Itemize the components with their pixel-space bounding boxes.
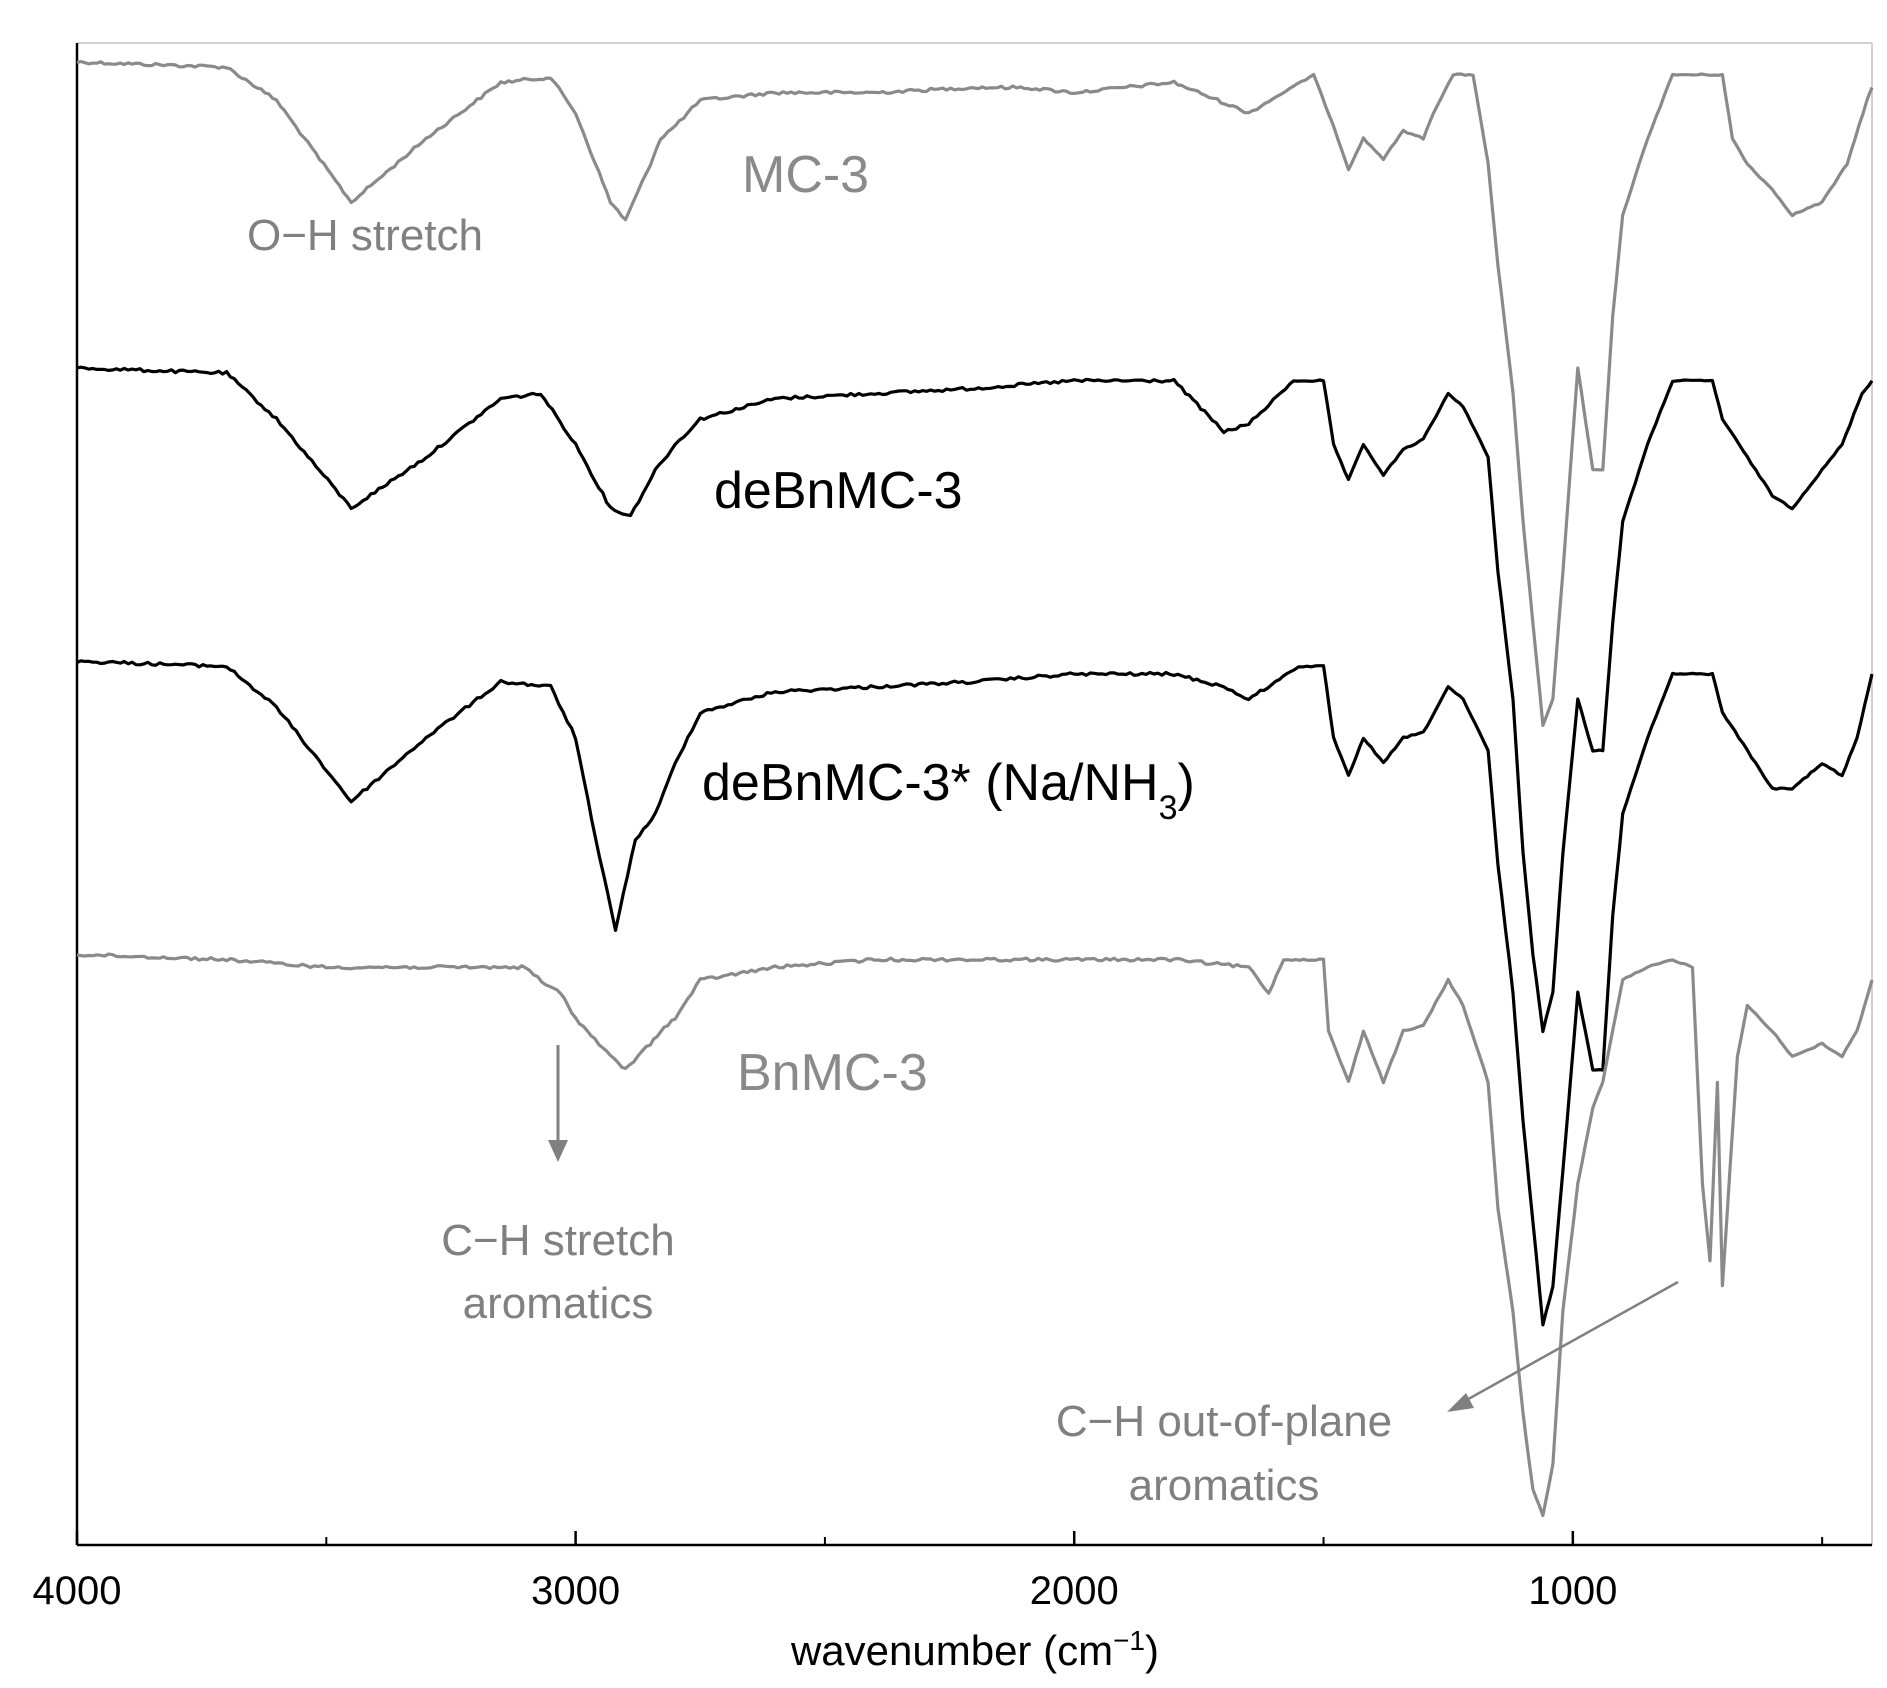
x-tick-label-2000: 2000	[1030, 1569, 1119, 1613]
series-line-3	[76, 952, 1874, 1518]
annotation-ch-oop-arrow-shaft	[1462, 1280, 1679, 1404]
series-label-debnmc3-star-main: deBnMC-3* (Na/NH	[702, 754, 1159, 812]
annotation-ch-stretch-arrowhead	[548, 1140, 568, 1162]
series-label-debnmc3-star-close: )	[1178, 754, 1195, 812]
x-axis-label: wavenumber (cm−1)	[790, 1625, 1159, 1675]
series-line-2	[76, 659, 1874, 1327]
x-axis-ticks	[75, 1531, 1824, 1545]
series-label-bnmc3: BnMC-3	[737, 1044, 928, 1102]
series-label-debnmc3-star-sub: 3	[1159, 789, 1178, 827]
annotation-ch-stretch: C−H stretch aromatics	[441, 1045, 675, 1328]
x-tick-label-3000: 3000	[531, 1569, 620, 1613]
series-label-debnmc3-star: deBnMC-3* (Na/NH3)	[702, 754, 1195, 827]
annotation-ch-stretch-line1: C−H stretch	[441, 1216, 675, 1265]
spectra-series	[76, 59, 1874, 1518]
x-axis-label-sup: −1	[1113, 1625, 1145, 1656]
x-tick-label-4000: 4000	[33, 1569, 122, 1613]
series-line-0	[76, 59, 1874, 727]
x-axis-label-close: )	[1145, 1627, 1159, 1674]
series-label-mc3: MC-3	[742, 146, 869, 204]
series-line-1	[76, 365, 1874, 1034]
x-axis-tick-labels: 4000 3000 2000 1000	[33, 1569, 1618, 1613]
annotation-ch-oop-line1: C−H out-of-plane	[1056, 1397, 1392, 1446]
annotation-oh-stretch: O−H stretch	[247, 211, 483, 260]
annotation-ch-stretch-line2: aromatics	[463, 1279, 654, 1328]
series-label-debnmc3: deBnMC-3	[714, 462, 963, 520]
annotation-ch-oop-arrowhead	[1447, 1393, 1474, 1412]
x-axis-label-main: wavenumber (cm	[790, 1627, 1113, 1674]
annotation-ch-oop: C−H out-of-plane aromatics	[1056, 1280, 1679, 1510]
annotation-ch-oop-line2: aromatics	[1129, 1461, 1320, 1510]
x-tick-label-1000: 1000	[1528, 1569, 1617, 1613]
